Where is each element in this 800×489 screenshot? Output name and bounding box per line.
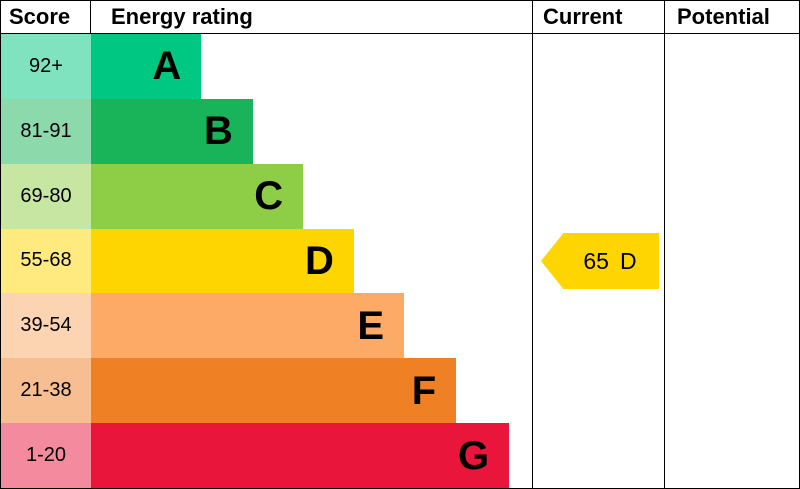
current-cell-a: [532, 34, 664, 99]
rating-cell-d: D: [91, 228, 532, 294]
potential-cell-a: [664, 34, 799, 99]
current-header-label: Current: [543, 4, 623, 29]
band-letter-g: G: [457, 433, 490, 478]
potential-cell-b: [664, 98, 799, 164]
score-range-label-g: 1-20: [25, 444, 67, 467]
rating-bar-a: A: [91, 34, 202, 99]
rating-cell-a: A: [91, 34, 532, 99]
score-column-header: Score: [1, 1, 91, 34]
band-letter-f: F: [411, 368, 437, 413]
rating-bar-e: E: [91, 293, 405, 359]
score-cell-g: 1-20: [1, 423, 91, 488]
potential-header-label: Potential: [677, 4, 770, 29]
score-range-label-f: 21-38: [20, 379, 72, 402]
score-cell-d: 55-68: [1, 228, 91, 294]
score-range-label-d: 55-68: [20, 249, 72, 272]
band-letter-c: C: [254, 174, 284, 219]
rating-bar-f: F: [91, 358, 457, 424]
potential-cell-g: [664, 423, 799, 488]
current-column-header: Current: [532, 1, 664, 34]
current-cell-e: [532, 293, 664, 359]
score-range-label-a: 92+: [29, 54, 63, 77]
potential-cell-c: [664, 163, 799, 229]
current-cell-g: [532, 423, 664, 488]
rating-bar-d: D: [91, 228, 354, 294]
rating-cell-e: E: [91, 293, 532, 359]
current-cell-f: [532, 358, 664, 424]
score-cell-e: 39-54: [1, 293, 91, 359]
score-cell-a: 92+: [1, 34, 91, 99]
score-cell-f: 21-38: [1, 358, 91, 424]
score-range-label-e: 39-54: [20, 314, 72, 337]
current-rating-value: 65: [583, 247, 609, 274]
potential-cell-d: [664, 228, 799, 294]
rating-cell-g: G: [91, 423, 532, 488]
energy-rating-header-label: Energy rating: [111, 4, 253, 29]
energy-rating-column-header: Energy rating: [91, 1, 532, 34]
score-range-label-c: 69-80: [20, 184, 72, 207]
score-range-label-b: 81-91: [20, 119, 72, 142]
band-letter-b: B: [203, 109, 233, 154]
current-rating-marker: 65 D: [541, 233, 659, 289]
potential-cell-e: [664, 293, 799, 359]
rating-bar-g: G: [91, 423, 510, 488]
score-cell-c: 69-80: [1, 163, 91, 229]
potential-column-header: Potential: [664, 1, 799, 34]
current-cell-b: [532, 98, 664, 164]
band-letter-e: E: [357, 303, 385, 348]
score-cell-b: 81-91: [1, 98, 91, 164]
rating-cell-b: B: [91, 98, 532, 164]
current-rating-letter: D: [619, 247, 637, 274]
rating-cell-c: C: [91, 163, 532, 229]
current-cell-c: [532, 163, 664, 229]
rating-bar-c: C: [91, 163, 304, 229]
band-letter-a: A: [152, 44, 182, 89]
score-header-label: Score: [9, 4, 71, 29]
potential-cell-f: [664, 358, 799, 424]
rating-cell-f: F: [91, 358, 532, 424]
rating-bar-b: B: [91, 98, 253, 164]
band-letter-d: D: [304, 238, 334, 283]
